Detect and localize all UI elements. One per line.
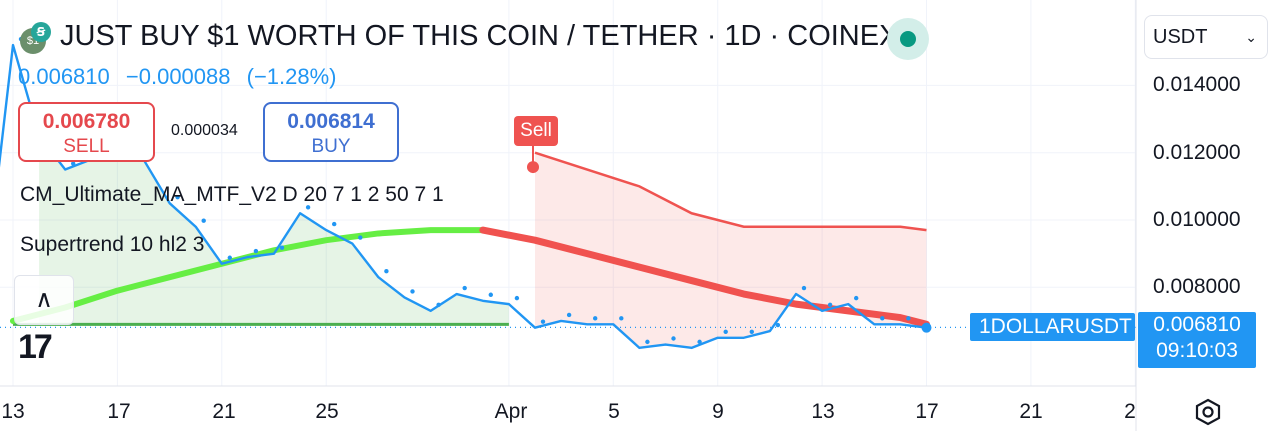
data-point — [801, 285, 807, 291]
last-price-value: 0.006810 — [1153, 313, 1241, 336]
data-point — [227, 255, 232, 260]
buy-price: 0.006814 — [287, 110, 375, 133]
data-point — [827, 302, 833, 308]
data-point — [71, 161, 76, 166]
data-point — [514, 295, 520, 301]
data-point — [619, 316, 624, 321]
chart-title: JUST BUY $1 WORTH OF THIS COIN / TETHER … — [60, 20, 899, 52]
sell-price: 0.006780 — [42, 110, 131, 133]
data-point — [775, 322, 781, 328]
x-tick-label: 2 — [1124, 400, 1136, 423]
sell-label: SELL — [63, 136, 110, 157]
data-point — [566, 312, 572, 318]
x-tick-label: 5 — [608, 400, 620, 423]
price-summary: 0.006810 −0.000088 (−1.28%) — [18, 64, 347, 90]
buy-label: BUY — [311, 136, 351, 157]
price-change: −0.000088 — [125, 64, 231, 89]
x-tick-label: 21 — [212, 400, 236, 423]
ma-line-up — [10, 227, 486, 324]
data-point — [540, 319, 546, 324]
data-point — [305, 205, 311, 210]
x-tick-label: 25 — [315, 400, 339, 423]
data-point — [436, 302, 441, 308]
ma-line-down — [479, 226, 930, 328]
data-point — [175, 194, 180, 200]
x-tick-label: 17 — [107, 400, 131, 423]
data-point — [593, 316, 598, 321]
chevron-down-icon: ⌄ — [1245, 29, 1257, 45]
data-point — [358, 235, 363, 240]
x-tick-label: 13 — [811, 400, 835, 423]
sell-button[interactable]: 0.006780 SELL — [18, 102, 155, 162]
data-point — [384, 269, 389, 274]
x-tick-label: 17 — [915, 400, 939, 423]
y-tick-label: 0.012000 — [1153, 141, 1241, 164]
last-price-marker — [921, 322, 932, 333]
buy-button[interactable]: 0.006814 BUY — [263, 102, 399, 162]
price-change-pct: (−1.28%) — [246, 64, 337, 89]
tradingview-logo[interactable]: 17 — [18, 328, 53, 366]
sell-signal-label: Sell — [514, 116, 558, 146]
x-tick-label: 13 — [1, 400, 25, 423]
data-point — [253, 248, 259, 254]
indicator-supertrend-label[interactable]: Supertrend 10 hl2 3 — [20, 233, 205, 256]
data-point — [723, 329, 728, 334]
data-point — [332, 221, 337, 227]
data-point — [854, 295, 859, 301]
data-point — [279, 245, 285, 250]
tradingview-badge-icon: Ꞩ — [31, 22, 51, 42]
symbol-price-label: 1DOLLARUSDT — [970, 313, 1135, 341]
settings-icon[interactable] — [1194, 398, 1222, 426]
collapse-legend-button[interactable]: ∧ — [14, 275, 74, 325]
bar-countdown: 09:10:03 — [1156, 339, 1238, 362]
market-status-icon[interactable] — [887, 18, 929, 60]
x-tick-label: 9 — [712, 400, 724, 423]
data-point — [880, 316, 885, 321]
last-price-label: 0.006810 09:10:03 — [1138, 312, 1256, 368]
x-tick-label: Apr — [494, 400, 528, 423]
currency-select[interactable]: USDT ⌄ — [1144, 15, 1268, 59]
data-point — [462, 285, 467, 291]
data-point — [645, 339, 650, 345]
market-open-dot-icon — [900, 31, 916, 47]
data-point — [201, 218, 206, 223]
downtrend-fill — [535, 152, 927, 348]
supertrend-down-line — [534, 151, 927, 232]
data-point — [749, 329, 754, 334]
data-point — [410, 289, 415, 294]
last-price: 0.006810 — [18, 64, 110, 89]
x-tick-label: 21 — [1019, 400, 1043, 423]
data-point — [697, 339, 702, 345]
data-point — [671, 336, 676, 341]
currency-value: USDT — [1153, 26, 1208, 48]
spread-value: 0.000034 — [171, 122, 238, 139]
data-point — [488, 292, 493, 297]
y-tick-label: 0.008000 — [1153, 275, 1241, 298]
y-tick-label: 0.014000 — [1153, 73, 1241, 96]
data-point — [906, 316, 911, 321]
y-tick-label: 0.010000 — [1153, 208, 1241, 231]
indicator-ma-label[interactable]: CM_Ultimate_MA_MTF_V2 D 20 7 1 2 50 7 1 — [20, 183, 444, 206]
